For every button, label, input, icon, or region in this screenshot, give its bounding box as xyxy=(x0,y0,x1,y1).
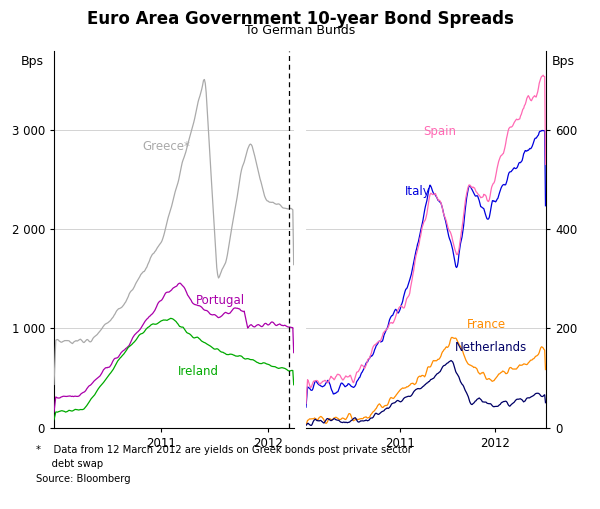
Text: Euro Area Government 10-year Bond Spreads: Euro Area Government 10-year Bond Spread… xyxy=(86,10,514,28)
Text: Ireland: Ireland xyxy=(178,365,219,378)
Text: Portugal: Portugal xyxy=(196,294,245,306)
Text: France: France xyxy=(467,319,506,331)
Text: *    Data from 12 March 2012 are yields on Greek bonds post private sector: * Data from 12 March 2012 are yields on … xyxy=(36,445,412,456)
Text: debt swap: debt swap xyxy=(36,459,103,469)
Text: Source: Bloomberg: Source: Bloomberg xyxy=(36,474,131,485)
Text: Spain: Spain xyxy=(424,125,457,138)
Text: Bps: Bps xyxy=(552,54,575,68)
Text: Netherlands: Netherlands xyxy=(455,341,527,354)
Text: To German Bunds: To German Bunds xyxy=(245,24,355,37)
Text: Greece*: Greece* xyxy=(143,140,191,153)
Text: Italy: Italy xyxy=(405,185,431,197)
Text: Bps: Bps xyxy=(20,54,43,68)
